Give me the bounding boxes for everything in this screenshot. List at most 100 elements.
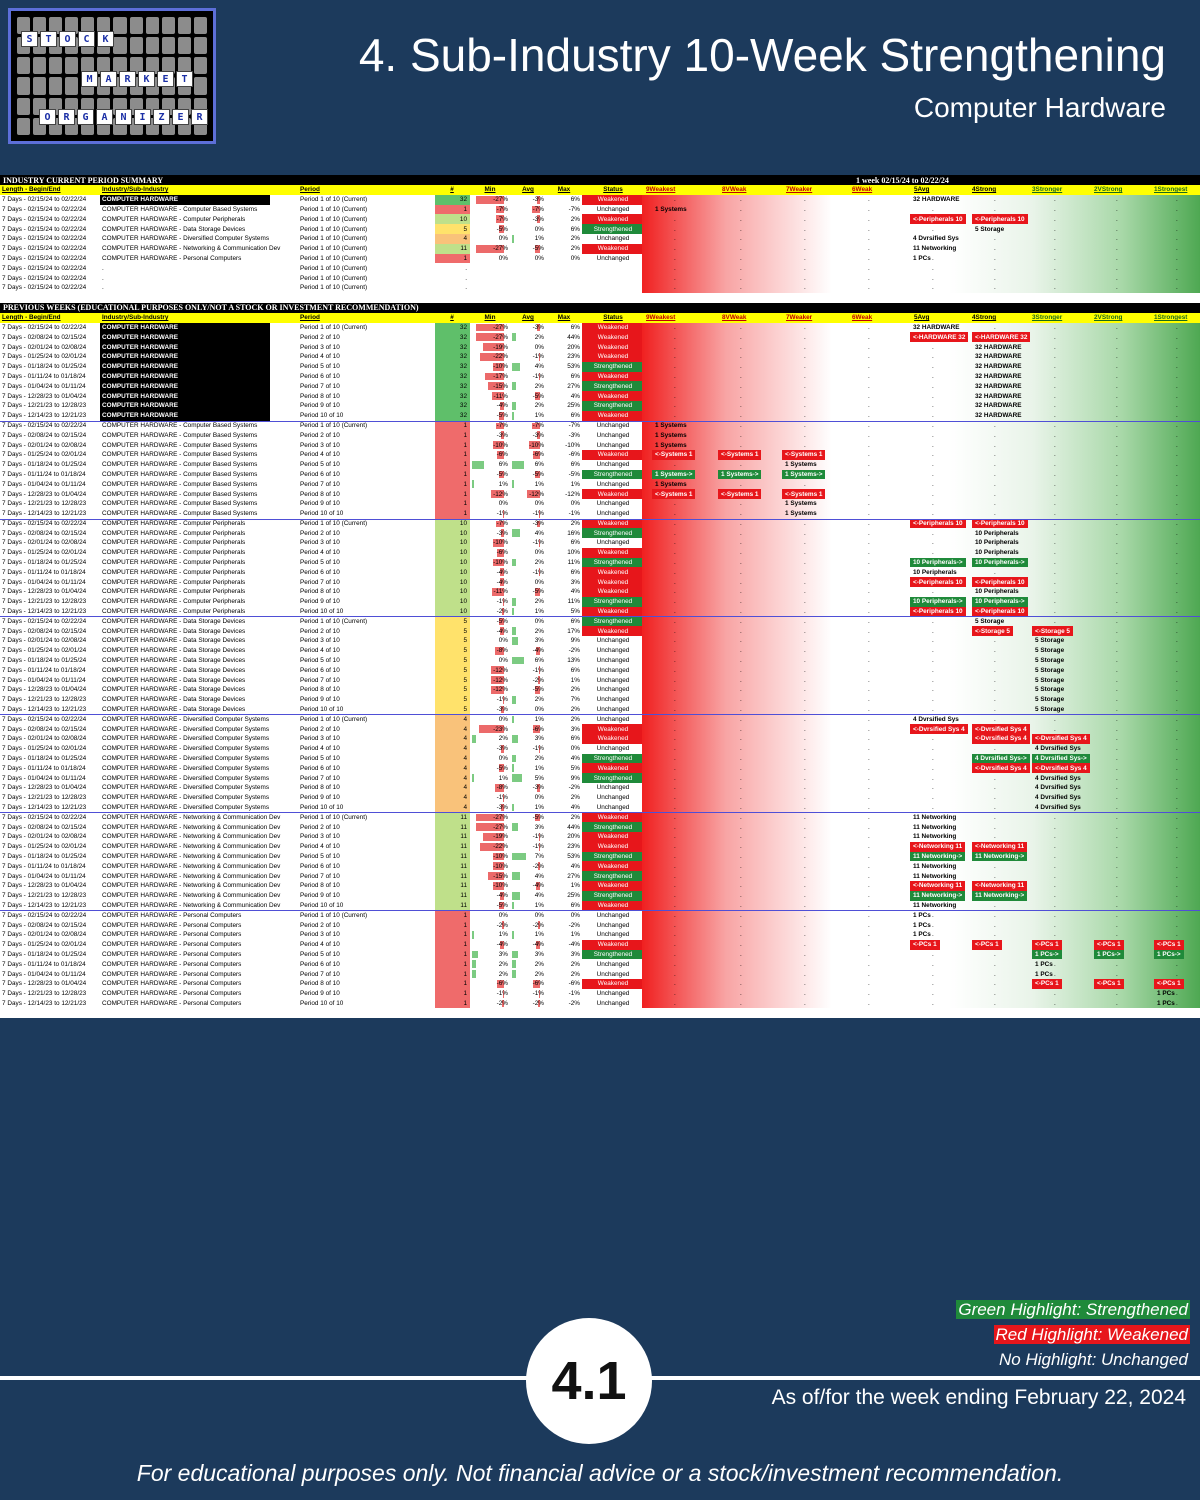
zone-dot: . xyxy=(1116,823,1118,831)
zone-dot: . xyxy=(1054,862,1056,870)
strength-tag: 1 Systems xyxy=(655,480,687,488)
strength-tag: <-PCs 1 xyxy=(1154,939,1184,950)
logo-letter: I xyxy=(134,109,151,125)
zone-dot: . xyxy=(994,568,996,576)
zone-dot: . xyxy=(674,549,676,557)
strength-tag: 11 Networking xyxy=(913,245,957,253)
column-header-row: Length - Begin/End Industry/Sub-Industry P… xyxy=(0,185,1200,195)
min-cell: 1% xyxy=(470,479,510,489)
value-text: -7% xyxy=(496,422,508,430)
zone-dot: . xyxy=(804,422,806,430)
strength-zone: .........5 Storage xyxy=(642,665,1200,676)
max-cell: 4% xyxy=(546,803,582,813)
value-text: 23% xyxy=(567,843,580,851)
zone-dot: . xyxy=(1176,921,1178,929)
min-cell: -4% xyxy=(470,626,510,636)
zone-dot: . xyxy=(932,912,934,920)
zone-dot: . xyxy=(868,774,870,782)
zone-dot: . xyxy=(1176,725,1178,733)
zone-dot: . xyxy=(740,980,742,988)
zone-dot: . xyxy=(740,725,742,733)
value-text: -6% xyxy=(532,725,544,733)
length-cell: 7 Days - 02/15/24 to 02/22/24 xyxy=(2,284,87,292)
strength-zone: .........5 Storage xyxy=(642,617,1200,627)
zone-dot: . xyxy=(1116,422,1118,430)
zone-dot: . xyxy=(868,784,870,792)
length-cell: 7 Days - 01/11/24 to 01/18/24 xyxy=(2,862,86,870)
strength-tag: 11 Networking xyxy=(913,823,957,831)
period-cell: Period 9 of 10 xyxy=(300,500,340,508)
logo-tile xyxy=(97,17,111,35)
strength-tag: <-Systems 1 xyxy=(652,449,696,460)
length-cell: 7 Days - 02/15/24 to 02/22/24 xyxy=(2,225,87,233)
table-row: 7 Days - 12/28/23 to 01/04/24 COMPUTER HA… xyxy=(0,489,1200,499)
value-bar xyxy=(512,774,522,783)
zone-dot: . xyxy=(674,245,676,253)
zone-dot: . xyxy=(674,823,676,831)
avg-cell: 0% xyxy=(510,499,546,509)
value-text: 1% xyxy=(498,480,508,488)
zone-dot: . xyxy=(674,264,676,272)
zone-dot: . xyxy=(1054,372,1056,380)
zone-dot: . xyxy=(932,441,934,449)
table-row: 7 Days - 02/15/24 to 02/22/24 COMPUTER HA… xyxy=(0,420,1200,431)
strength-zone: .........<-Peripherals 10<-Peripherals 1… xyxy=(642,519,1200,529)
value-bar xyxy=(512,803,514,812)
zone-dot: . xyxy=(804,254,806,262)
zone-dot: . xyxy=(1116,990,1118,998)
table-row: 7 Days - 12/14/23 to 12/21/23 COMPUTER HA… xyxy=(0,606,1200,617)
zone-dot: . xyxy=(932,774,934,782)
value-text: -22% xyxy=(493,353,508,361)
count-cell: 1 xyxy=(435,949,470,960)
industry-cell: COMPUTER HARDWARE xyxy=(100,342,270,352)
max-cell: 9% xyxy=(546,773,582,783)
zone-dot: . xyxy=(674,235,676,243)
max-cell: 4% xyxy=(546,754,582,764)
zone-dot: . xyxy=(1176,882,1178,890)
length-cell: 7 Days - 12/14/23 to 12/21/23 xyxy=(2,804,87,811)
zone-dot: . xyxy=(674,970,676,978)
length-cell: 7 Days - 02/15/24 to 02/22/24 xyxy=(2,912,87,920)
table-row: 7 Days - 12/28/23 to 01/04/24 COMPUTER HA… xyxy=(0,783,1200,793)
strength-gradient xyxy=(642,538,1200,548)
value-bar xyxy=(472,774,474,783)
count-cell: 11 xyxy=(435,813,470,823)
zone-dot: . xyxy=(994,823,996,831)
zone-dot: . xyxy=(804,264,806,272)
avg-cell: -1% xyxy=(510,989,546,999)
zone-dot: . xyxy=(1054,412,1056,420)
strength-gradient xyxy=(642,694,1200,705)
strength-tag: <-Systems 1 xyxy=(782,489,826,499)
period-cell: Period 4 of 10 xyxy=(300,941,340,949)
value-text: 2% xyxy=(534,598,544,606)
count-cell: 1 xyxy=(435,911,470,921)
strength-tag: 5 Storage xyxy=(1035,676,1065,684)
max-cell: 5% xyxy=(546,607,582,617)
value-text: -19% xyxy=(493,343,508,351)
max-cell: -5% xyxy=(546,470,582,480)
count-cell: 5 xyxy=(435,636,470,646)
zone-dot: . xyxy=(1116,274,1118,282)
zone-dot: . xyxy=(1176,755,1178,763)
industry-cell: . xyxy=(102,284,104,292)
zone-dot: . xyxy=(740,941,742,949)
value-bar xyxy=(491,588,504,596)
logo-letter: R xyxy=(119,71,136,87)
zone-dot: . xyxy=(804,637,806,645)
status-cell: Unchanged xyxy=(596,666,630,674)
value-text: -10% xyxy=(529,441,544,449)
zone-dot: . xyxy=(1054,999,1056,1007)
value-text: 6% xyxy=(570,461,580,469)
max-cell: 6% xyxy=(546,901,582,911)
value-text: 0% xyxy=(498,637,508,645)
status-cell: Unchanged xyxy=(596,794,630,802)
zone-dot: . xyxy=(1176,529,1178,537)
avg-cell: 1% xyxy=(510,715,546,724)
min-cell: -17% xyxy=(470,372,510,382)
zone-dot: . xyxy=(804,745,806,753)
min-cell: -1% xyxy=(470,597,510,607)
zone-dot: . xyxy=(1054,254,1056,262)
strength-zone: ......... 32 HARDWARE xyxy=(642,351,1200,362)
status-cell: Unchanged xyxy=(596,676,630,684)
strength-gradient xyxy=(642,743,1200,754)
